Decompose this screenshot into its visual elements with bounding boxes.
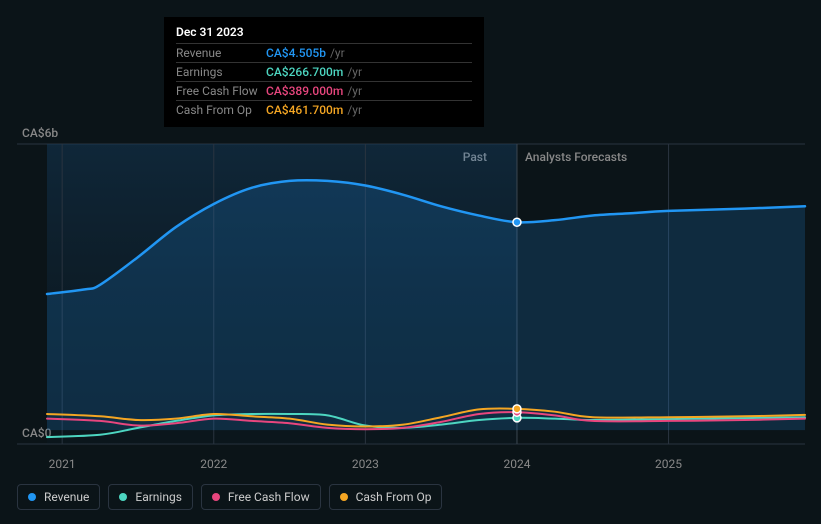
tooltip-row-label: Earnings [176, 65, 266, 79]
legend-item-label: Free Cash Flow [228, 490, 310, 504]
tooltip-row-value: CA$461.700m [266, 103, 343, 117]
legend-dot-icon [340, 493, 348, 501]
tooltip-row-unit: /yr [347, 84, 362, 98]
x-axis-label: 2025 [655, 457, 682, 471]
legend-dot-icon [28, 493, 36, 501]
chart-legend: Revenue Earnings Free Cash Flow Cash From O… [17, 484, 442, 510]
tooltip-row-unit: /yr [347, 65, 362, 79]
legend-item-free-cash-flow[interactable]: Free Cash Flow [201, 484, 321, 510]
series-marker-cfo [513, 405, 521, 413]
legend-item-label: Revenue [44, 490, 89, 504]
tooltip-row-label: Cash From Op [176, 103, 266, 117]
legend-item-earnings[interactable]: Earnings [108, 484, 193, 510]
x-axis-label: 2023 [352, 457, 379, 471]
legend-dot-icon [212, 493, 220, 501]
legend-dot-icon [119, 493, 127, 501]
tooltip-row: EarningsCA$266.700m/yr [176, 62, 472, 81]
legend-item-cash-from-op[interactable]: Cash From Op [329, 484, 443, 510]
tooltip-row-value: CA$266.700m [266, 65, 343, 79]
tooltip-row: Free Cash FlowCA$389.000m/yr [176, 81, 472, 100]
chart-tooltip: Dec 31 2023 RevenueCA$4.505b/yrEarningsC… [164, 17, 484, 127]
x-axis-label: 2024 [503, 457, 530, 471]
tooltip-row-unit: /yr [347, 103, 362, 117]
tooltip-row-value: CA$389.000m [266, 84, 343, 98]
tooltip-row: RevenueCA$4.505b/yr [176, 43, 472, 62]
legend-item-revenue[interactable]: Revenue [17, 484, 100, 510]
legend-item-label: Cash From Op [356, 490, 432, 504]
legend-item-label: Earnings [135, 490, 182, 504]
tooltip-row: Cash From OpCA$461.700m/yr [176, 100, 472, 119]
x-axis-label: 2021 [49, 457, 76, 471]
series-marker-revenue [513, 218, 521, 226]
tooltip-row-label: Free Cash Flow [176, 84, 266, 98]
tooltip-date: Dec 31 2023 [176, 25, 472, 43]
tooltip-row-unit: /yr [330, 46, 345, 60]
tooltip-row-label: Revenue [176, 46, 266, 60]
x-axis-label: 2022 [200, 457, 227, 471]
tooltip-row-value: CA$4.505b [266, 46, 326, 60]
